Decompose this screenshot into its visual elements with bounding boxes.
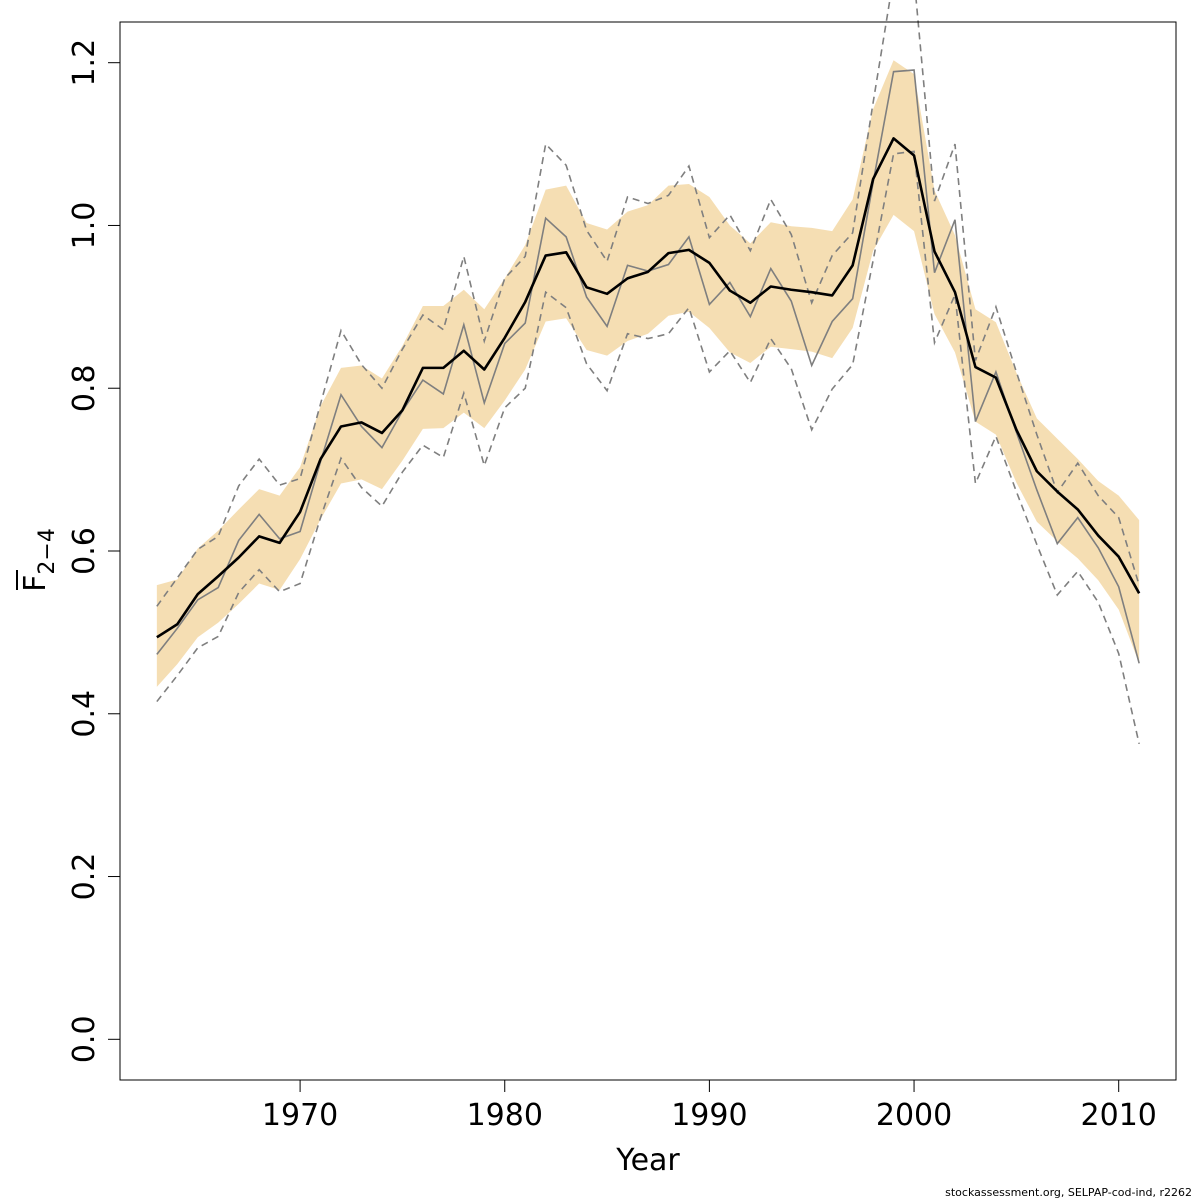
retro-upper-line — [156, 0, 1140, 607]
y-tick-label: 0.8 — [67, 364, 102, 412]
y-tick-label: 0.6 — [67, 527, 102, 575]
credit-text: stockassessment.org, SELPAP-cod-ind, r22… — [945, 1186, 1192, 1199]
retro-lower-line — [156, 150, 1140, 745]
y-axis-title-subscript: 2−4 — [35, 528, 60, 574]
confidence-band-layer — [156, 60, 1140, 687]
x-tick-label: 1970 — [262, 1098, 338, 1133]
y-axis: 0.0 0.2 0.4 0.6 0.8 1.0 1.2 — [67, 39, 121, 1063]
x-tick-label: 1990 — [671, 1098, 747, 1133]
y-tick-label: 0.0 — [67, 1015, 102, 1063]
svg-text:F2−4: F2−4 — [18, 528, 60, 592]
estimate-line — [156, 137, 1141, 639]
x-axis-title: Year — [615, 1143, 680, 1178]
y-tick-label: 0.2 — [67, 853, 102, 901]
x-tick-label: 2010 — [1081, 1098, 1157, 1133]
x-axis: 1970 1980 1990 2000 2010 — [262, 1079, 1157, 1133]
y-tick-label: 0.4 — [67, 690, 102, 738]
y-tick-label: 1.0 — [67, 202, 102, 250]
x-tick-label: 1980 — [467, 1098, 543, 1133]
y-axis-title: F2−4 — [16, 528, 60, 592]
confidence-band — [156, 60, 1140, 687]
y-axis-title-main: F — [18, 575, 53, 592]
x-tick-label: 2000 — [876, 1098, 952, 1133]
y-tick-label: 1.2 — [67, 39, 102, 87]
series-lines-layer — [156, 0, 1141, 745]
